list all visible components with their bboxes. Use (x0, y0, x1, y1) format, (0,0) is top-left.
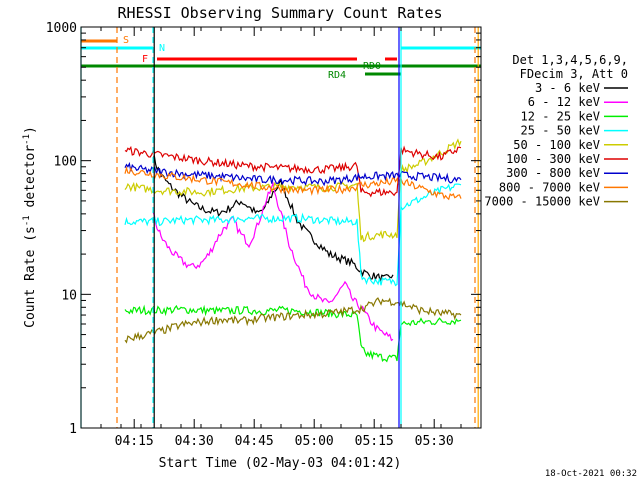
series-line-3-6-kev (152, 153, 394, 282)
legend-label-6-12-kev: 6 - 12 keV (528, 95, 600, 109)
series-line-25-50-kev (124, 183, 462, 287)
y-tick-label: 100 (54, 155, 77, 170)
series-line-800-7000-kev (124, 165, 462, 201)
series-line-6-12-kev (152, 181, 394, 342)
series-line-12-25-kev (124, 304, 462, 363)
annotation-n: N (159, 43, 165, 54)
chart-title: RHESSI Observing Summary Count Rates (117, 4, 442, 22)
series-line-100-300-kev (124, 145, 462, 198)
y-tick-label: 10 (61, 288, 77, 303)
y-axis-label-tail: detector (23, 145, 38, 216)
annotation-rd0: RD0 (363, 61, 381, 72)
legend-label-800-7000-kev: 800 - 7000 keV (499, 180, 600, 194)
annotation-s: S (123, 35, 129, 46)
series-layer (124, 138, 462, 363)
y-axis-label: Count Rate (s-1 detector-1) (22, 126, 38, 328)
series-line-300-800-kev (124, 161, 462, 187)
x-tick-label: 05:00 (295, 434, 334, 449)
x-axis-label: Start Time (02-May-03 04:01:42) (159, 456, 402, 471)
legend-label-50-100-kev: 50 - 100 keV (513, 138, 600, 152)
legend: Det 1,3,4,5,6,9, FDecim 3, Att 0 3 - 6 k… (484, 53, 628, 209)
legend-label-7000-15000-kev: 7000 - 15000 keV (484, 195, 600, 209)
series-line-7000-15000-kev (124, 297, 462, 344)
y-axis: 1 10 100 1000 (46, 21, 481, 437)
vlines-layer (80, 27, 479, 428)
annotation-rd4: RD4 (328, 70, 346, 81)
y-tick-label: 1 (69, 422, 77, 437)
y-axis-label-sup: -1 (22, 215, 32, 226)
legend-header-1: Det 1,3,4,5,6,9, (512, 53, 628, 67)
y-tick-label: 1000 (46, 21, 77, 36)
x-tick-label: 05:15 (355, 434, 394, 449)
legend-label-12-25-kev: 12 - 25 keV (521, 109, 600, 123)
x-tick-label: 04:30 (175, 434, 214, 449)
plot-frame (80, 26, 482, 429)
legend-label-300-800-kev: 300 - 800 keV (506, 166, 600, 180)
x-tick-label: 04:15 (115, 434, 154, 449)
annotation-f: F (142, 54, 148, 65)
y-axis-label-sup2: -1 (22, 134, 32, 145)
x-tick-label: 04:45 (235, 434, 274, 449)
legend-label-3-6-kev: 3 - 6 keV (535, 81, 600, 95)
x-tick-label: 05:30 (415, 434, 454, 449)
bars-layer: S NF RD0 RD4 (81, 35, 481, 81)
footer-timestamp: 18-Oct-2021 00:32 (545, 469, 637, 479)
y-axis-label-main: Count Rate (s (23, 226, 38, 328)
legend-label-25-50-kev: 25 - 50 keV (521, 124, 600, 138)
y-axis-label-end: ) (23, 126, 38, 134)
x-axis: 04:15 04:30 04:45 05:00 05:15 05:30 (80, 27, 482, 449)
legend-header-2: FDecim 3, Att 0 (520, 67, 628, 81)
legend-label-100-300-kev: 100 - 300 keV (506, 152, 600, 166)
